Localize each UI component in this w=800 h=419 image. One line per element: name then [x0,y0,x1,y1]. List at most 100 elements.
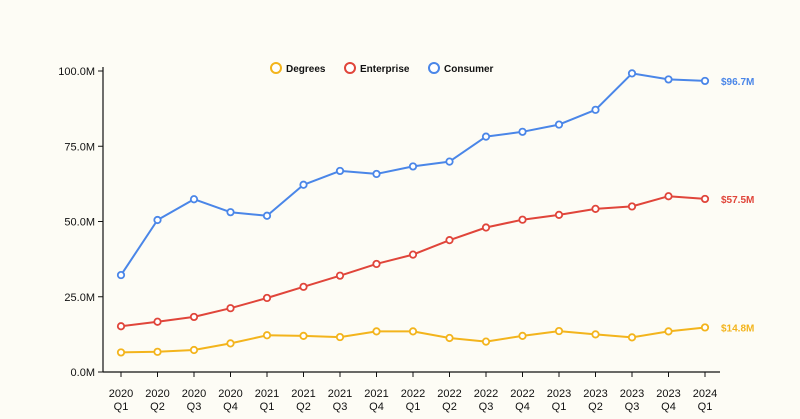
degrees-point [153,347,162,356]
degrees-point [554,326,564,336]
x-tick-label-year: 2022 [510,388,534,400]
x-tick-label-quarter: Q4 [515,401,530,413]
consumer-point [189,195,199,204]
x-tick-label-year: 2021 [364,388,388,400]
enterprise-line [120,195,706,328]
x-tick-label-quarter: Q4 [223,401,238,413]
degrees-point [627,333,637,342]
enterprise-end-label: $57.5M [721,195,754,206]
consumer-line [120,72,706,276]
enterprise-point [664,192,673,201]
degrees-point [445,333,454,343]
degrees-point [591,330,600,339]
x-tick-label-quarter: Q3 [479,401,494,413]
x-tick-label-year: 2020 [182,388,206,400]
axes [102,67,720,373]
x-tick-label-year: 2022 [437,388,461,400]
consumer-point [116,270,126,280]
y-tick-label: 50.0M [64,217,95,229]
consumer-point [700,76,710,86]
x-tick-label-quarter: Q1 [114,401,129,413]
enterprise-point [700,194,710,204]
x-tick-label-quarter: Q2 [296,401,311,413]
enterprise-point [445,236,454,245]
x-tick-label-year: 2022 [474,388,498,400]
consumer-point [664,75,673,84]
consumer-point [408,162,418,171]
consumer-point [372,169,381,179]
degrees-point [116,348,126,357]
x-tick-label-year: 2022 [401,388,425,400]
degrees-point [335,332,345,342]
consumer-point [554,120,564,129]
legend-degrees-marker [270,62,282,74]
x-tick-label-quarter: Q4 [661,401,676,413]
x-tick-label-year: 2023 [583,388,607,400]
x-tick-label-year: 2021 [328,388,352,400]
legend-consumer-label: Consumer [444,64,494,75]
x-tick-label-year: 2020 [218,388,242,400]
degrees-point [372,327,381,336]
enterprise-point [627,202,637,211]
degrees-end-label: $14.8M [721,323,754,334]
y-axis-ticks: 0.0M 25.0M 50.0M 75.0M 100.0M [58,66,103,379]
legend: Degrees Enterprise Consumer [270,62,494,75]
consumer-point [299,180,308,189]
x-tick-label-quarter: Q2 [588,401,603,413]
consumer-point [335,166,345,176]
x-tick-label-year: 2021 [291,388,315,400]
x-tick-label-year: 2023 [547,388,571,400]
consumer-point [445,157,454,166]
enterprise-point [372,259,381,269]
consumer-point [518,127,527,136]
consumer-point [262,211,272,220]
series-points [116,69,710,357]
y-tick-label: 25.0M [64,292,95,304]
x-axis-ticks: 2020Q12020Q22020Q32020Q42021Q12021Q22021… [109,372,717,413]
x-tick-label-year: 2020 [109,388,133,400]
enterprise-point [153,317,162,326]
x-tick-label-quarter: Q1 [260,401,275,413]
consumer-end-label: $96.7M [721,77,754,88]
legend-degrees-label: Degrees [286,64,326,75]
degrees-point [189,345,199,355]
x-tick-label-year: 2024 [693,388,717,400]
x-tick-label-year: 2021 [255,388,279,400]
x-tick-label-year: 2023 [620,388,644,400]
x-tick-label-quarter: Q1 [698,401,713,413]
enterprise-point [408,250,418,259]
x-tick-label-quarter: Q3 [333,401,348,413]
legend-consumer-marker [428,62,440,74]
x-tick-label-quarter: Q2 [442,401,457,413]
end-labels: $14.8M $57.5M $96.7M [721,77,754,335]
x-tick-label-quarter: Q1 [552,401,567,413]
x-tick-label-quarter: Q2 [150,401,165,413]
degrees-point [226,339,235,348]
consumer-point [153,215,162,225]
consumer-point [226,208,235,217]
degrees-point [481,337,491,346]
degrees-point [262,331,272,340]
consumer-point [481,132,491,141]
y-tick-label: 75.0M [64,141,95,153]
x-tick-label-year: 2020 [145,388,169,400]
degrees-point [518,331,527,340]
consumer-point [591,105,600,114]
enterprise-point [189,312,199,322]
degrees-point [700,323,710,332]
legend-enterprise-label: Enterprise [360,64,410,75]
x-tick-label-quarter: Q3 [625,401,640,413]
y-tick-label: 100.0M [58,66,95,78]
series-lines [120,72,706,354]
y-tick-label: 0.0M [71,367,95,379]
enterprise-point [226,304,235,313]
enterprise-point [481,223,491,232]
enterprise-point [299,282,308,291]
legend-enterprise-marker [344,62,356,74]
x-tick-label-quarter: Q3 [187,401,202,413]
enterprise-point [518,215,527,224]
enterprise-point [116,322,126,331]
x-tick-label-year: 2023 [656,388,680,400]
